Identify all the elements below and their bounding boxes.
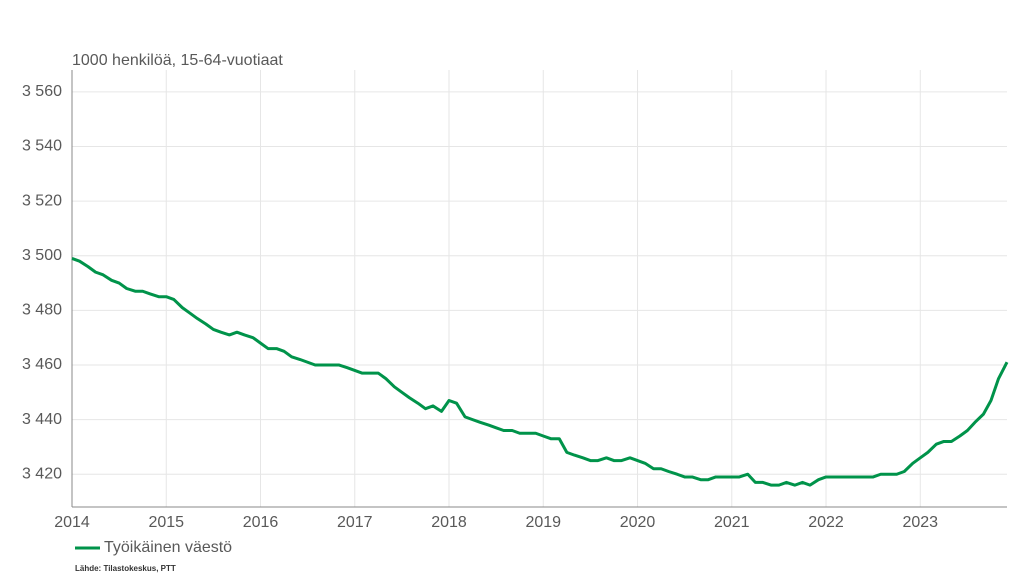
y-tick-label: 3 420 bbox=[22, 465, 62, 482]
x-tick-label: 2017 bbox=[337, 514, 373, 531]
y-tick-label: 3 540 bbox=[22, 138, 62, 155]
x-tick-label: 2015 bbox=[148, 514, 184, 531]
x-tick-label: 2023 bbox=[902, 514, 938, 531]
x-tick-label: 2016 bbox=[243, 514, 279, 531]
x-tick-label: 2019 bbox=[525, 514, 561, 531]
y-tick-label: 3 460 bbox=[22, 356, 62, 373]
line bbox=[71, 257, 1009, 487]
x-tick-label: 2014 bbox=[54, 514, 90, 531]
y-tick-label: 3 520 bbox=[22, 192, 62, 209]
x-tick-label: 2022 bbox=[808, 514, 844, 531]
y-tick-label: 3 500 bbox=[22, 247, 62, 264]
y-tick-label: 3 440 bbox=[22, 411, 62, 428]
legend-label: Työikäinen väestö bbox=[104, 539, 232, 556]
x-tick-label: 2018 bbox=[431, 514, 467, 531]
x-tick-label: 2020 bbox=[620, 514, 656, 531]
y-tick-label: 3 560 bbox=[22, 83, 62, 100]
y-tick-label: 3 480 bbox=[22, 302, 62, 319]
axis-label: 1000 henkilöä, 15-64-vuotiaat bbox=[72, 52, 283, 69]
source: Lähde: Tilastokeskus, PTT bbox=[75, 564, 176, 573]
x-tick-label: 2021 bbox=[714, 514, 750, 531]
